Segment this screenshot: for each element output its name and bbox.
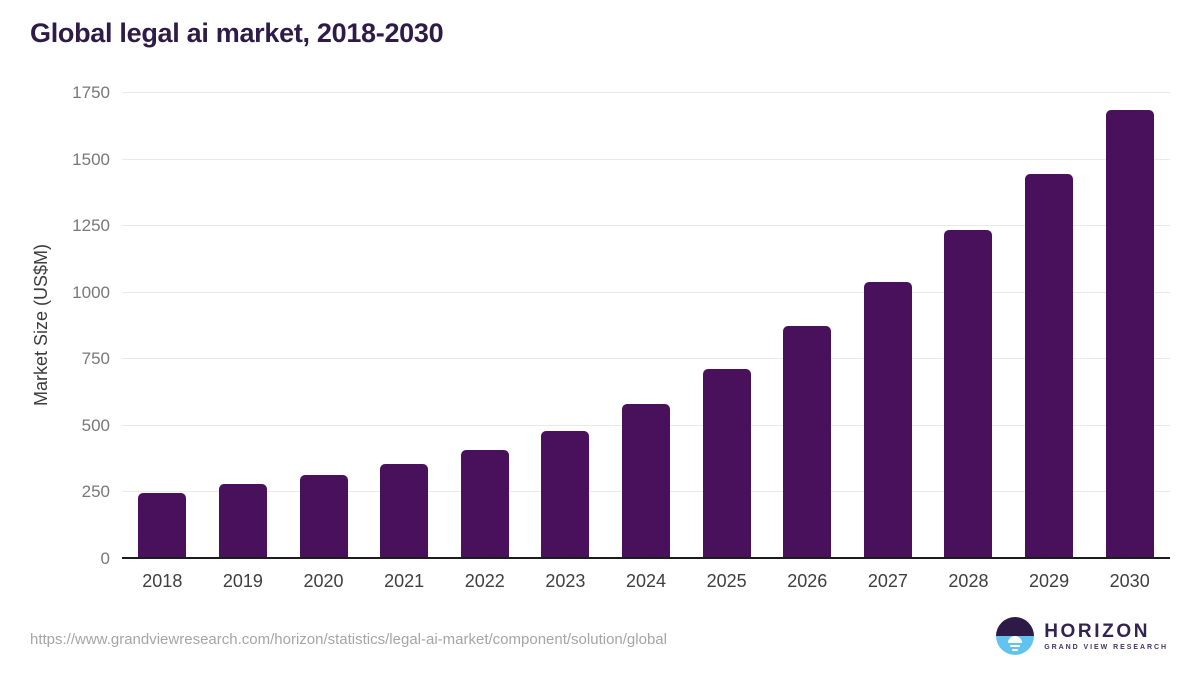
x-tick-label-2028: 2028	[948, 571, 989, 591]
horizon-logo: HORIZON GRAND VIEW RESEARCH	[996, 617, 1168, 655]
logo-subtitle: GRAND VIEW RESEARCH	[1044, 643, 1168, 651]
y-axis-title-text: Market Size (US$M)	[30, 243, 51, 407]
x-tick-label-2025: 2025	[706, 571, 747, 591]
x-tick-label-2022: 2022	[464, 571, 505, 591]
bar-2026	[783, 326, 832, 558]
x-tick-label-2029: 2029	[1029, 571, 1070, 591]
bar-2022	[460, 450, 509, 558]
bar-2018	[138, 492, 187, 558]
gridline-1000	[122, 291, 1170, 293]
x-tick-label-2021: 2021	[384, 571, 425, 591]
gridline-750	[122, 358, 1170, 360]
horizon-sunset-icon	[996, 617, 1035, 655]
gridline-1750	[122, 92, 1170, 93]
y-tick-label-250: 250	[81, 482, 110, 502]
y-tick-label-0: 0	[100, 549, 110, 568]
x-tick-label-2024: 2024	[625, 571, 667, 591]
bar-2025	[702, 368, 751, 558]
x-tick-label-2026: 2026	[787, 571, 828, 591]
y-tick-label-750: 750	[81, 349, 110, 369]
x-tick-label-2027: 2027	[867, 571, 908, 591]
y-tick-label-1250: 1250	[72, 216, 110, 236]
plot-area: 0 250 500 750 1000 1250 1500 1750 2018 2019 2020 2…	[72, 83, 1170, 591]
gridline-1500	[122, 158, 1170, 160]
x-tick-label-2023: 2023	[545, 571, 586, 591]
sun-reflection-line	[1012, 648, 1019, 651]
gridline-1250	[122, 225, 1170, 227]
bar-2028	[944, 230, 993, 558]
bar-2020	[299, 474, 348, 558]
bar-2021	[380, 464, 429, 558]
chart-title: Global legal ai market, 2018-2030	[30, 18, 444, 48]
logo-text: HORIZON GRAND VIEW RESEARCH	[1044, 622, 1168, 651]
logo-name: HORIZON	[1044, 620, 1151, 642]
bar-2030	[1105, 110, 1154, 558]
y-tick-label-1500: 1500	[72, 149, 110, 169]
bar-2027	[863, 282, 912, 558]
y-tick-label-500: 500	[81, 415, 110, 435]
y-tick-label-1000: 1000	[72, 282, 110, 302]
sun-shape	[1008, 636, 1023, 643]
x-tick-label-2018: 2018	[142, 571, 183, 591]
bar-2019	[218, 483, 267, 558]
x-tick-label-2020: 2020	[303, 571, 344, 591]
y-tick-label-1750: 1750	[72, 83, 110, 102]
bar-2029	[1025, 174, 1074, 558]
bar-2023	[541, 431, 590, 558]
bar-2024	[622, 404, 670, 558]
sun-reflection-line	[1010, 645, 1021, 647]
x-axis-line	[122, 557, 1170, 559]
x-tick-label-2019: 2019	[222, 571, 263, 591]
source-url: https://www.grandviewresearch.com/horizo…	[30, 631, 667, 648]
x-tick-label-2030: 2030	[1109, 571, 1150, 591]
